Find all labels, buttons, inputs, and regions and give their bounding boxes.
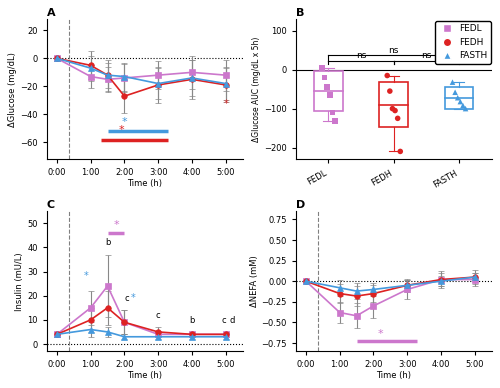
Point [391,107,399,114]
Point [386,88,394,94]
X-axis label: Time (h): Time (h) [127,178,162,188]
Text: C: C [47,200,55,210]
Legend: FEDL, FEDH, FASTH: FEDL, FEDH, FASTH [435,21,491,64]
Point [318,65,326,71]
Text: A: A [47,8,56,18]
Text: ns: ns [421,51,432,61]
Text: ns: ns [388,46,399,55]
Text: *: * [122,117,127,127]
Point [451,89,459,95]
X-axis label: Time (h): Time (h) [127,371,162,380]
Y-axis label: ΔGlucose (mg/dL): ΔGlucose (mg/dL) [8,52,18,126]
Bar [380,82,408,127]
Text: c: c [124,294,129,303]
Text: *: * [130,293,135,303]
Point [388,106,396,112]
Text: *: * [118,125,124,135]
Text: *: * [84,271,89,281]
Text: D: D [296,200,305,210]
Text: c: c [222,316,226,325]
Point [383,73,391,79]
Point [448,79,456,85]
Y-axis label: Insulin (mU/L): Insulin (mU/L) [16,252,24,310]
Text: B: B [296,8,304,18]
Text: b: b [105,238,110,248]
Point [323,84,331,90]
Text: b: b [190,316,194,325]
Point [459,102,467,109]
Point [396,148,404,154]
Point [394,115,402,121]
Point [462,106,469,112]
Text: d: d [229,316,234,325]
Y-axis label: ΔNEFA (mM): ΔNEFA (mM) [250,255,258,307]
Point [326,92,334,98]
Point [328,109,336,116]
Bar [314,71,343,111]
Text: *: * [224,99,228,109]
Point [331,118,339,124]
Y-axis label: ΔGlucose AUC (mg/dL x 5h): ΔGlucose AUC (mg/dL x 5h) [252,36,262,142]
Point [320,74,328,81]
Point [454,95,462,101]
Text: *: * [113,220,119,230]
X-axis label: Time (h): Time (h) [376,371,412,380]
Text: ns: ns [356,51,366,61]
Bar [444,87,474,109]
Text: *: * [378,329,383,339]
Text: c: c [156,311,160,320]
Point [456,99,464,105]
